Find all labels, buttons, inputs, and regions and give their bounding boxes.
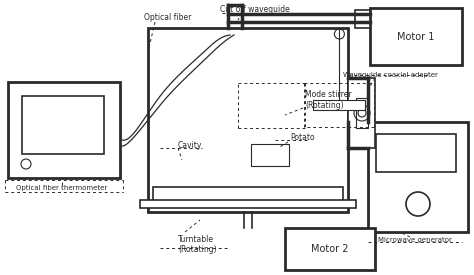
Text: Microwave generator: Microwave generator	[378, 237, 452, 243]
Bar	[140, 200, 356, 208]
Bar	[22, 96, 104, 154]
Bar	[251, 144, 289, 166]
Bar	[313, 100, 365, 110]
Text: Turntable
(Rotating): Turntable (Rotating)	[178, 235, 217, 254]
Bar	[370, 8, 462, 65]
Text: Cut off waveguide: Cut off waveguide	[220, 6, 290, 15]
Bar	[368, 122, 468, 232]
Bar	[356, 98, 368, 128]
Text: Optical fiber thermometer: Optical fiber thermometer	[17, 185, 108, 191]
Bar	[148, 28, 348, 212]
Text: Motor 2: Motor 2	[311, 244, 349, 254]
Bar	[153, 187, 343, 201]
Text: Potato: Potato	[290, 133, 315, 142]
Bar	[355, 10, 370, 28]
Bar	[8, 82, 120, 178]
Text: Optical fiber: Optical fiber	[144, 13, 191, 23]
Text: Mode stirrer
(Rotating): Mode stirrer (Rotating)	[305, 90, 352, 110]
Bar	[348, 78, 375, 148]
Bar	[285, 228, 375, 270]
Text: Waveguide coaxial adapter: Waveguide coaxial adapter	[343, 72, 438, 78]
Text: Motor 1: Motor 1	[397, 32, 435, 42]
Bar	[376, 134, 456, 172]
Text: Cavity: Cavity	[178, 141, 202, 150]
